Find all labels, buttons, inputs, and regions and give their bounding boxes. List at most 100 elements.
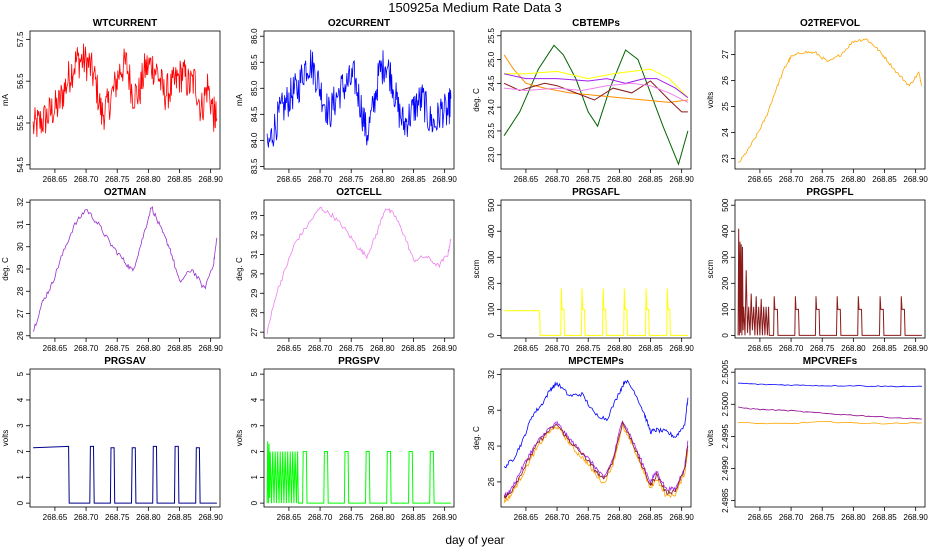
plot-frame bbox=[29, 30, 221, 170]
x-tick-label: 268.65 bbox=[514, 175, 539, 184]
series-line-0 bbox=[737, 38, 923, 163]
y-tick-label: 83.5 bbox=[250, 158, 259, 174]
y-tick-label: 31 bbox=[250, 249, 259, 258]
series-line-3 bbox=[503, 73, 689, 98]
y-tick-label: 32 bbox=[487, 369, 496, 378]
series-line-0 bbox=[32, 206, 218, 332]
x-tick-label: 268.70 bbox=[545, 175, 570, 184]
x-tick-label: 268.80 bbox=[607, 513, 632, 522]
y-tick-label: 28 bbox=[16, 286, 25, 295]
x-tick-label: 268.65 bbox=[514, 513, 539, 522]
plot-frame bbox=[500, 199, 692, 339]
x-tick-label: 268.65 bbox=[43, 344, 68, 353]
y-tick-label: 100 bbox=[721, 302, 730, 316]
panel-prgsafl: PRGSAFL sccm 268.65 268.70 268.75 268.80 268.8… bbox=[472, 187, 694, 353]
y-tick-label: 5 bbox=[250, 371, 259, 376]
y-axis-label: volts bbox=[706, 92, 715, 108]
x-tick-label: 268.80 bbox=[841, 344, 866, 353]
y-axis-label: deg. C bbox=[235, 257, 244, 281]
plot-frame bbox=[29, 368, 221, 508]
x-tick-label: 268.85 bbox=[872, 344, 897, 353]
panel-title: PRGSAFL bbox=[572, 187, 620, 198]
y-tick-label: 33 bbox=[250, 211, 259, 220]
y-tick-label: 25.5 bbox=[487, 27, 496, 43]
y-tick-label: 85.5 bbox=[250, 54, 259, 70]
x-tick-label: 268.70 bbox=[308, 175, 333, 184]
y-tick-label: 400 bbox=[721, 224, 730, 238]
series-line-0 bbox=[266, 206, 452, 335]
x-tick-label: 268.70 bbox=[74, 513, 99, 522]
x-tick-label: 268.80 bbox=[370, 175, 395, 184]
x-tick-label: 268.90 bbox=[198, 513, 223, 522]
panel-mpcvrefs: MPCVREFs volts 268.65 268.70 268.75 268.80 268… bbox=[706, 356, 928, 522]
y-tick-label: 29 bbox=[250, 288, 259, 297]
y-tick-label: 30 bbox=[250, 269, 259, 278]
x-tick-label: 268.90 bbox=[903, 513, 928, 522]
x-tick-label: 268.70 bbox=[308, 513, 333, 522]
y-tick-label: 29 bbox=[16, 264, 25, 273]
y-tick-label: 500 bbox=[721, 198, 730, 212]
x-tick-label: 268.75 bbox=[339, 344, 364, 353]
y-tick-label: 3 bbox=[250, 423, 259, 428]
y-tick-label: 25.0 bbox=[487, 51, 496, 67]
panel-o2current: O2CURRENT mA 268.65 268.70 268.75 268.80 268.8… bbox=[235, 18, 457, 184]
x-tick-label: 268.80 bbox=[136, 513, 161, 522]
x-tick-label: 268.85 bbox=[638, 513, 663, 522]
figure-title: 150925a Medium Rate Data 3 bbox=[388, 0, 561, 15]
x-tick-label: 268.75 bbox=[810, 513, 835, 522]
plot-frame bbox=[263, 30, 455, 170]
y-tick-label: 31 bbox=[16, 220, 25, 229]
y-tick-label: 500 bbox=[487, 198, 496, 212]
x-tick-label: 268.85 bbox=[401, 175, 426, 184]
y-tick-label: 23.5 bbox=[487, 123, 496, 139]
y-axis-label: volts bbox=[1, 430, 10, 446]
series-line-0 bbox=[737, 228, 922, 336]
y-tick-label: 2 bbox=[16, 449, 25, 454]
panel-title: MPCTEMPs bbox=[568, 356, 624, 367]
panel-title: PRGSAV bbox=[104, 356, 146, 367]
y-tick-label: 32 bbox=[250, 230, 259, 239]
series-line-5 bbox=[504, 82, 689, 103]
y-tick-label: 1 bbox=[250, 475, 259, 480]
plot-frame bbox=[734, 199, 926, 339]
x-tick-label: 268.80 bbox=[370, 513, 395, 522]
x-tick-label: 268.65 bbox=[277, 175, 302, 184]
x-tick-label: 268.90 bbox=[198, 175, 223, 184]
series-line-1 bbox=[503, 420, 689, 497]
panel-title: WTCURRENT bbox=[93, 18, 157, 29]
y-tick-label: 0 bbox=[16, 500, 25, 505]
y-tick-label: 26 bbox=[721, 76, 730, 85]
plot-frame bbox=[734, 30, 926, 170]
series-line-0 bbox=[33, 445, 217, 504]
y-tick-label: 27 bbox=[16, 309, 25, 318]
x-tick-label: 268.85 bbox=[401, 513, 426, 522]
series-line-4 bbox=[503, 80, 688, 113]
plot-frame bbox=[29, 199, 221, 339]
panel-o2trefvol: O2TREFVOL volts 268.65 268.70 268.75 268.80 26… bbox=[706, 18, 928, 184]
y-axis-label: mA bbox=[235, 93, 244, 106]
series-line-2 bbox=[504, 68, 689, 98]
x-tick-label: 268.75 bbox=[810, 175, 835, 184]
y-tick-label: 100 bbox=[487, 302, 496, 316]
y-axis-label: deg. C bbox=[472, 426, 481, 450]
x-tick-label: 268.90 bbox=[198, 344, 223, 353]
y-tick-label: 2.5005 bbox=[721, 359, 730, 384]
x-tick-label: 268.65 bbox=[43, 175, 68, 184]
x-tick-label: 268.75 bbox=[339, 513, 364, 522]
x-tick-label: 268.85 bbox=[167, 513, 192, 522]
y-axis-label: volts bbox=[235, 430, 244, 446]
x-tick-label: 268.90 bbox=[432, 175, 457, 184]
y-tick-label: 5 bbox=[16, 371, 25, 376]
x-tick-label: 268.75 bbox=[105, 344, 130, 353]
x-tick-label: 268.80 bbox=[841, 513, 866, 522]
x-tick-label: 268.85 bbox=[167, 344, 192, 353]
x-tick-label: 268.75 bbox=[576, 513, 601, 522]
y-tick-label: 0 bbox=[250, 500, 259, 505]
y-tick-label: 25 bbox=[721, 102, 730, 111]
x-tick-label: 268.70 bbox=[545, 344, 570, 353]
series-line-1 bbox=[738, 406, 922, 420]
x-tick-label: 268.70 bbox=[545, 513, 570, 522]
panel-title: O2CURRENT bbox=[328, 18, 390, 29]
x-tick-label: 268.85 bbox=[401, 344, 426, 353]
y-axis-label: mA bbox=[1, 93, 10, 106]
